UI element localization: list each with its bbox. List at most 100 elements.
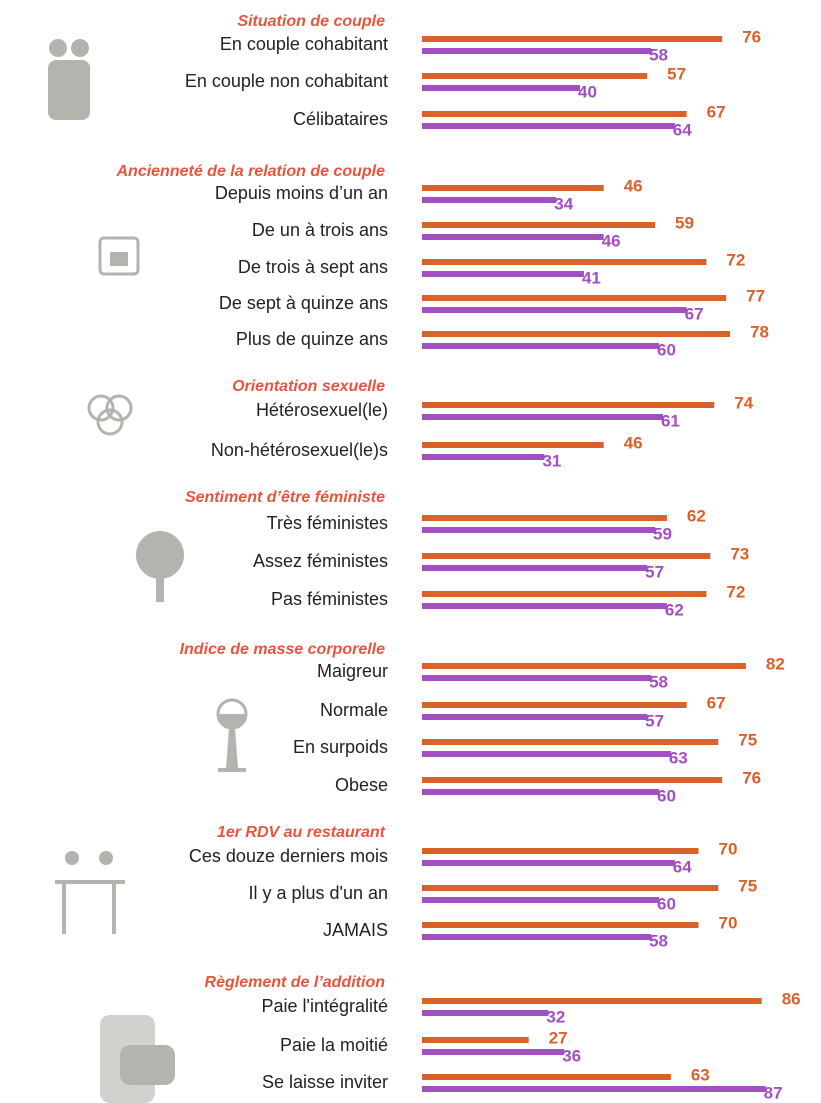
value-label: 58 xyxy=(649,931,668,950)
bar xyxy=(422,1049,564,1055)
bar xyxy=(422,675,651,681)
bar xyxy=(422,123,675,129)
bar xyxy=(422,197,556,203)
category-label: De un à trois ans xyxy=(252,220,388,240)
section-title: Situation de couple xyxy=(237,13,385,30)
icon xyxy=(218,714,246,772)
category-label: En surpoids xyxy=(293,737,388,757)
value-label: 58 xyxy=(649,672,668,691)
bar xyxy=(422,553,710,559)
value-label: 72 xyxy=(726,582,745,601)
section-title: Orientation sexuelle xyxy=(232,378,385,395)
icon xyxy=(65,851,79,865)
category-label: Célibataires xyxy=(293,109,388,129)
category-label: Se laisse inviter xyxy=(262,1072,388,1092)
category-label: Pas féministes xyxy=(271,589,388,609)
bar xyxy=(422,922,699,928)
bar xyxy=(422,603,667,609)
value-label: 77 xyxy=(746,286,765,305)
bar xyxy=(422,663,746,669)
value-label: 60 xyxy=(657,340,676,359)
category-label: Hétérosexuel(le) xyxy=(256,400,388,420)
value-label: 76 xyxy=(742,27,761,46)
icon xyxy=(156,578,164,602)
value-label: 86 xyxy=(782,989,801,1008)
icon xyxy=(55,880,125,884)
value-label: 62 xyxy=(665,600,684,619)
icon xyxy=(120,1045,175,1085)
category-label: Plus de quinze ans xyxy=(236,329,388,349)
value-label: 57 xyxy=(645,562,664,581)
bar xyxy=(422,934,651,940)
value-label: 67 xyxy=(685,304,704,323)
value-label: 82 xyxy=(766,654,785,673)
value-label: 75 xyxy=(738,730,757,749)
bar xyxy=(422,1010,548,1016)
bar xyxy=(422,85,580,91)
value-label: 78 xyxy=(750,322,769,341)
value-label: 64 xyxy=(673,857,692,876)
bar xyxy=(422,454,544,460)
bar xyxy=(422,565,647,571)
section-title: Sentiment d’être féministe xyxy=(185,489,385,506)
bar xyxy=(422,185,604,191)
value-label: 46 xyxy=(624,176,643,195)
bar xyxy=(422,885,718,891)
category-label: JAMAIS xyxy=(323,920,388,940)
value-label: 70 xyxy=(719,913,738,932)
bar xyxy=(422,702,687,708)
value-label: 67 xyxy=(707,693,726,712)
category-label: Obese xyxy=(335,775,388,795)
category-label: En couple non cohabitant xyxy=(185,71,388,91)
bar xyxy=(422,848,699,854)
icon xyxy=(71,39,89,57)
value-label: 32 xyxy=(546,1007,565,1026)
value-label: 75 xyxy=(738,876,757,895)
bar xyxy=(422,442,604,448)
bar xyxy=(422,414,663,420)
bar xyxy=(422,591,706,597)
value-label: 57 xyxy=(667,64,686,83)
bar xyxy=(422,259,706,265)
icon xyxy=(110,252,128,266)
icon xyxy=(48,60,90,120)
value-label: 62 xyxy=(687,506,706,525)
bar xyxy=(422,751,671,757)
chart: Situation de coupleEn couple cohabitant7… xyxy=(0,0,821,1103)
value-label: 31 xyxy=(542,451,561,470)
bar xyxy=(422,998,762,1004)
icon xyxy=(112,884,116,934)
value-label: 61 xyxy=(661,411,680,430)
value-label: 73 xyxy=(730,544,749,563)
bar xyxy=(422,271,584,277)
value-label: 74 xyxy=(734,393,753,412)
bar xyxy=(422,789,659,795)
bar xyxy=(422,343,659,349)
category-label: Assez féministes xyxy=(253,551,388,571)
value-label: 34 xyxy=(554,194,573,213)
bar xyxy=(422,234,604,240)
bar xyxy=(422,527,655,533)
bar xyxy=(422,714,647,720)
bar xyxy=(422,897,659,903)
category-label: De sept à quinze ans xyxy=(219,293,388,313)
value-label: 40 xyxy=(578,82,597,101)
value-label: 58 xyxy=(649,45,668,64)
bar xyxy=(422,331,730,337)
bar xyxy=(422,48,651,54)
value-label: 46 xyxy=(602,231,621,250)
value-label: 87 xyxy=(764,1083,783,1102)
bar xyxy=(422,307,687,313)
value-label: 64 xyxy=(673,120,692,139)
bar xyxy=(422,73,647,79)
value-label: 70 xyxy=(719,839,738,858)
category-label: Depuis moins d’un an xyxy=(215,183,388,203)
bar xyxy=(422,222,655,228)
bar xyxy=(422,111,687,117)
category-label: De trois à sept ans xyxy=(238,257,388,277)
category-label: Maigreur xyxy=(317,661,388,681)
category-label: Normale xyxy=(320,700,388,720)
bar xyxy=(422,860,675,866)
bar xyxy=(422,295,726,301)
bar xyxy=(422,1074,671,1080)
